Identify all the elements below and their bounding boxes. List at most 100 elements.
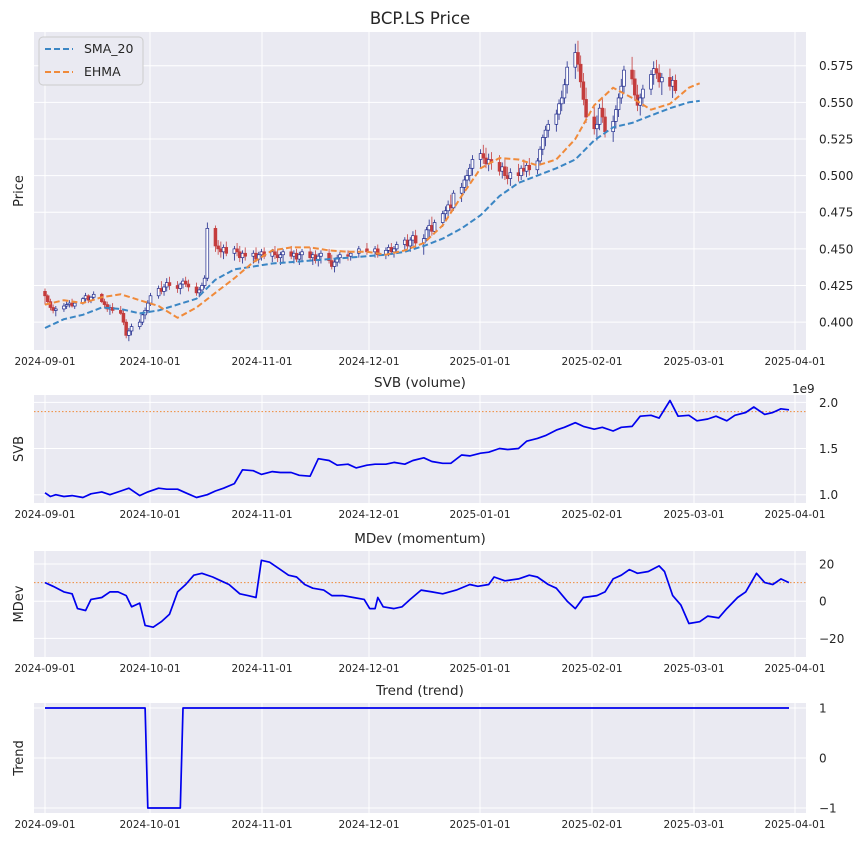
candle-body [124,321,128,336]
x-tick-label: 2025-01-01 [449,509,510,521]
candle-body [43,291,47,297]
mdev-grid [34,551,806,657]
candle-body [503,166,507,176]
trend-y-ticks: 1 0 −1 [819,702,837,816]
candle-body [578,63,583,83]
mdev-y-axis-label: MDev [12,585,27,622]
candlestick [459,182,464,202]
y-tick-label: 1.5 [819,442,838,456]
x-tick-label: 2024-09-01 [14,819,75,831]
candle-body [183,280,188,285]
svb-chart-title: SVB (volume) [374,375,466,391]
candlestick [562,78,567,104]
y-tick-label: 0.475 [819,206,853,220]
price-x-ticks: 2024-09-01 2024-10-01 2024-11-01 2024-12-01… [14,356,825,368]
x-tick-label: 2025-02-01 [561,509,622,521]
series-line [44,399,790,499]
candle-body [338,254,342,259]
candlestick [519,165,523,181]
candle-body [91,293,96,298]
x-tick-label: 2024-12-01 [338,663,399,675]
candle-body [465,175,469,181]
candle-body [616,97,621,111]
candlestick [649,70,653,96]
candlestick [54,306,58,317]
candle-body [256,254,261,260]
price-chart-title: BCP.LS Price [370,9,470,28]
candlestick [538,146,542,166]
candle-body [468,167,472,176]
mdev-plot-area [34,551,806,657]
candlestick [576,40,580,72]
candlestick [129,323,134,336]
candlestick [595,115,599,141]
y-tick-label: 1 [819,702,827,716]
y-tick-label: 0.400 [819,316,853,330]
candlestick [392,245,396,258]
candle-body [543,129,548,138]
x-tick-label: 2025-02-01 [561,819,622,831]
candlestick [673,74,678,94]
series-line [45,707,789,809]
candle-body [273,251,277,256]
candle-body [205,228,210,279]
candlestick [183,276,188,287]
candlestick [64,301,69,309]
y-tick-label: 0 [819,752,827,766]
y-tick-label: 0.550 [819,96,853,110]
x-tick-label: 2024-09-01 [14,509,75,521]
candle-body [62,305,66,310]
candle-body [630,69,634,80]
candlestick [600,97,605,123]
y-tick-label: −20 [819,632,844,646]
y-tick-label: 0.450 [819,242,853,256]
x-tick-label: 2025-04-01 [764,819,825,831]
candlestick [557,99,561,120]
candle-body [654,68,659,74]
candle-body [508,172,513,179]
candle-body [603,116,607,132]
price-grid [34,32,806,350]
candlestick [105,301,109,312]
candle-body [105,304,109,310]
y-tick-label: 0.575 [819,59,853,73]
candle-body [622,69,626,87]
candle-body [527,165,532,171]
candle-body [576,52,580,65]
candle-body [197,289,201,294]
candlestick [630,56,634,85]
x-tick-label: 2025-03-01 [663,509,724,521]
candlestick [641,84,645,107]
candlestick [465,169,469,188]
candle-body [64,304,69,307]
candle-body [432,222,437,232]
y-tick-label: 2.0 [819,396,838,410]
candle-body [186,283,191,288]
candle-body [281,251,285,256]
candlestick [200,282,204,293]
candle-body [546,123,550,131]
candle-body [565,66,569,86]
candle-body [348,252,353,257]
y-tick-label: −1 [819,802,837,816]
series-line-ehma [44,82,701,319]
candlestick [213,225,218,252]
candle-body [451,192,456,209]
candlestick [559,90,564,112]
candlestick [503,159,507,181]
candle-body [470,159,475,169]
x-tick-label: 2025-04-01 [764,356,825,368]
candlestick [119,306,123,315]
candlestick [300,248,304,263]
candlestick [592,105,596,135]
candle-body [633,78,637,96]
price-plot-area [34,32,806,350]
svb-y-axis-label: SVB [12,436,27,462]
candle-body [332,261,337,267]
candle-body [121,313,126,323]
candle-body [554,113,559,125]
candle-body [394,244,399,250]
candle-body [224,247,229,254]
candle-body [156,288,161,297]
